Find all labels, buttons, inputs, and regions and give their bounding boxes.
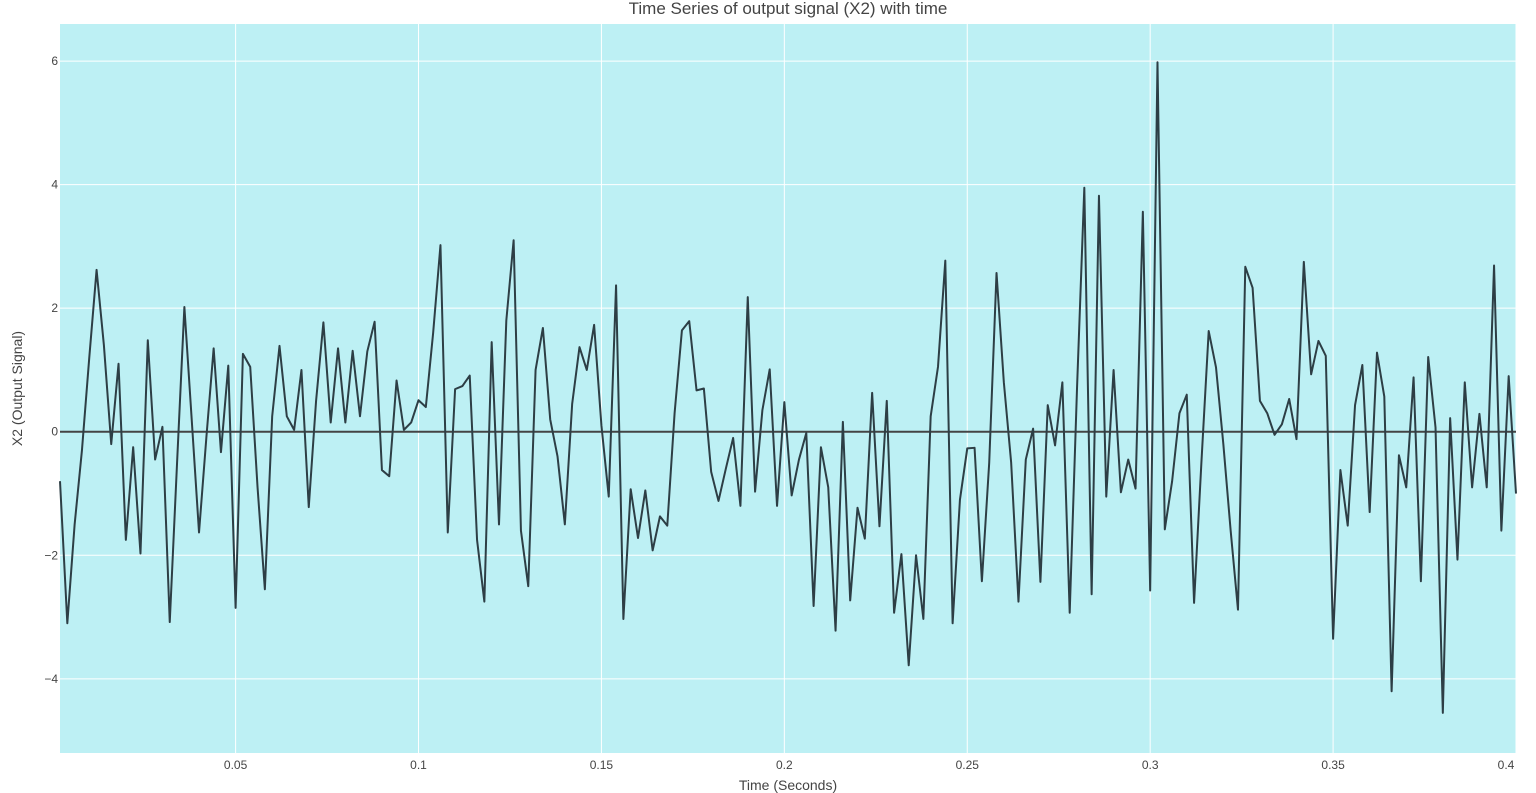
x-gridlines [235, 24, 1517, 753]
y-tick-label: 6 [51, 54, 58, 68]
chart-title: Time Series of output signal (X2) with t… [629, 0, 948, 18]
x-tick-label: 0.35 [1321, 758, 1345, 772]
series-line-x2 [59, 61, 1517, 714]
y-tick-labels: −4 −2 0 2 4 6 [44, 54, 58, 686]
y-axis-label: X2 (Output Signal) [9, 331, 25, 446]
y-tick-label: −2 [44, 548, 58, 562]
x-tick-labels: 0.05 0.1 0.15 0.2 0.25 0.3 0.35 0.4 [224, 758, 1515, 772]
x-tick-label: 0.1 [410, 758, 427, 772]
x-axis-label: Time (Seconds) [739, 777, 837, 793]
y-tick-label: 4 [51, 178, 58, 192]
x-tick-label: 0.4 [1498, 758, 1515, 772]
y-gridlines [60, 60, 1516, 680]
y-tick-label: 2 [51, 301, 58, 315]
y-tick-label: 0 [51, 425, 58, 439]
x-tick-label: 0.25 [956, 758, 980, 772]
x-tick-label: 0.3 [1142, 758, 1159, 772]
x-tick-label: 0.2 [776, 758, 793, 772]
y-tick-label: −4 [44, 672, 58, 686]
x-tick-label: 0.05 [224, 758, 248, 772]
x-tick-label: 0.15 [590, 758, 614, 772]
